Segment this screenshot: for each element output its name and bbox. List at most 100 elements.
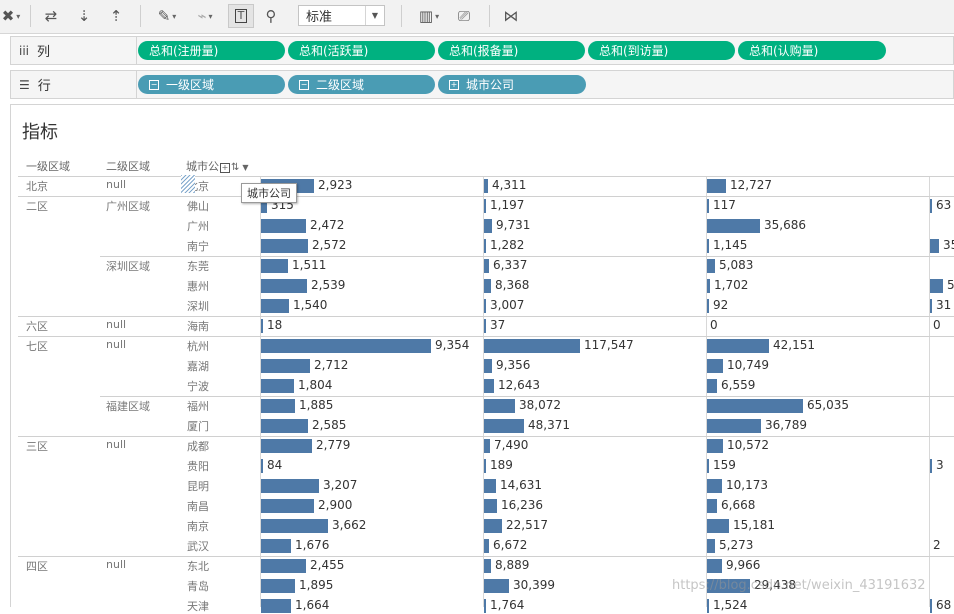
bar-mark[interactable]: [261, 319, 263, 333]
bar-mark[interactable]: [484, 599, 486, 613]
bar-mark[interactable]: [261, 259, 288, 273]
row-header-city[interactable]: 天津: [187, 600, 209, 613]
row-header-city[interactable]: 青岛: [187, 580, 209, 593]
bar-mark[interactable]: [707, 179, 726, 193]
share-icon[interactable]: ⋈: [503, 7, 519, 25]
bar-mark[interactable]: [484, 539, 489, 553]
bar-mark[interactable]: [261, 599, 291, 613]
bar-mark[interactable]: [484, 199, 486, 213]
bar-mark[interactable]: [707, 339, 769, 353]
bar-mark[interactable]: [707, 239, 709, 253]
row-header-level2[interactable]: 深圳区域: [106, 260, 150, 273]
bar-mark[interactable]: [930, 279, 943, 293]
row-pill[interactable]: + 城市公司: [438, 75, 586, 94]
row-header-city[interactable]: 深圳: [187, 300, 209, 313]
bar-mark[interactable]: [484, 299, 486, 313]
bar-mark[interactable]: [707, 499, 717, 513]
bar-mark[interactable]: [261, 459, 263, 473]
bar-mark[interactable]: [484, 439, 490, 453]
bar-mark[interactable]: [707, 219, 760, 233]
row-header-city[interactable]: 南昌: [187, 500, 209, 513]
bar-mark[interactable]: [261, 559, 306, 573]
row-header-level2[interactable]: null: [106, 178, 127, 191]
collapse-icon[interactable]: −: [149, 79, 159, 90]
bar-mark[interactable]: [707, 599, 709, 613]
bar-mark[interactable]: [707, 399, 803, 413]
column-pill[interactable]: 总和(注册量): [138, 41, 285, 60]
sort-ascending-icon[interactable]: ⇣: [77, 7, 91, 25]
bar-mark[interactable]: [707, 559, 722, 573]
bar-mark[interactable]: [930, 599, 932, 613]
bar-mark[interactable]: [484, 339, 580, 353]
header-city[interactable]: 城市公 + ⇅ ▼: [186, 158, 249, 174]
bar-mark[interactable]: [484, 459, 486, 473]
bar-mark[interactable]: [707, 359, 723, 373]
bar-mark[interactable]: [484, 399, 515, 413]
bar-mark[interactable]: [484, 359, 492, 373]
bar-mark[interactable]: [707, 519, 729, 533]
bar-mark[interactable]: [707, 439, 723, 453]
row-header-city[interactable]: 成都: [187, 440, 209, 453]
row-header-city[interactable]: 武汉: [187, 540, 209, 553]
row-header-level1[interactable]: 七区: [26, 340, 48, 353]
row-header-city[interactable]: 广州: [187, 220, 209, 233]
fit-select[interactable]: 标准 ▼: [298, 5, 385, 26]
sort-icon[interactable]: ⇅: [231, 162, 240, 173]
bar-mark[interactable]: [261, 239, 308, 253]
bar-mark[interactable]: [261, 439, 312, 453]
row-header-level2[interactable]: null: [106, 558, 127, 571]
row-header-level1[interactable]: 北京: [26, 180, 48, 193]
header-level1[interactable]: 一级区域: [26, 160, 70, 173]
bar-mark[interactable]: [261, 379, 294, 393]
row-pill[interactable]: − 一级区域: [138, 75, 285, 94]
columns-shelf[interactable]: iii 列 总和(注册量) 总和(活跃量) 总和(报备量) 总和(到访量) 总和…: [10, 36, 954, 65]
bar-mark[interactable]: [930, 299, 932, 313]
pin-icon[interactable]: ⚲: [265, 7, 277, 25]
bar-mark[interactable]: [484, 279, 491, 293]
row-header-city[interactable]: 宁波: [187, 380, 209, 393]
row-header-city[interactable]: 海南: [187, 320, 209, 333]
row-header-city[interactable]: 惠州: [187, 280, 209, 293]
close-icon[interactable]: ✖ ▾: [1, 7, 21, 25]
bar-mark[interactable]: [707, 199, 709, 213]
bar-mark[interactable]: [930, 239, 939, 253]
row-header-level1[interactable]: 二区: [26, 200, 48, 213]
bar-mark[interactable]: [261, 519, 328, 533]
bar-mark[interactable]: [707, 279, 710, 293]
bar-mark[interactable]: [707, 579, 750, 593]
expand-icon[interactable]: +: [220, 163, 230, 173]
bar-mark[interactable]: [707, 459, 709, 473]
row-header-level1[interactable]: 六区: [26, 320, 48, 333]
bar-mark[interactable]: [484, 259, 489, 273]
bar-mark[interactable]: [261, 399, 295, 413]
bar-mark[interactable]: [261, 359, 310, 373]
chart-type-icon[interactable]: ▥ ▾: [418, 7, 440, 25]
bar-mark[interactable]: [707, 259, 715, 273]
bar-mark[interactable]: [261, 299, 289, 313]
bar-mark[interactable]: [484, 219, 492, 233]
row-header-city[interactable]: 昆明: [187, 480, 209, 493]
bar-mark[interactable]: [707, 379, 717, 393]
bar-mark[interactable]: [484, 319, 486, 333]
row-header-city[interactable]: 贵阳: [187, 460, 209, 473]
bar-mark[interactable]: [484, 179, 488, 193]
row-header-city[interactable]: 福州: [187, 400, 209, 413]
row-header-level1[interactable]: 三区: [26, 440, 48, 453]
row-header-city[interactable]: 东莞: [187, 260, 209, 273]
row-header-city[interactable]: 杭州: [187, 340, 209, 353]
bar-mark[interactable]: [930, 459, 932, 473]
sort-descending-icon[interactable]: ⇡: [109, 7, 123, 25]
bar-mark[interactable]: [484, 559, 491, 573]
highlight-icon[interactable]: ✎ ▾: [157, 7, 177, 25]
bar-mark[interactable]: [484, 519, 502, 533]
collapse-icon[interactable]: −: [299, 79, 309, 90]
column-pill[interactable]: 总和(报备量): [438, 41, 585, 60]
rows-shelf[interactable]: ☰ 行 − 一级区域 − 二级区域 + 城市公司: [10, 70, 954, 99]
bar-mark[interactable]: [930, 199, 932, 213]
row-header-city[interactable]: 佛山: [187, 200, 209, 213]
row-header-level1[interactable]: 四区: [26, 560, 48, 573]
chevron-down-icon[interactable]: ▼: [242, 163, 249, 172]
row-header-level2[interactable]: null: [106, 318, 127, 331]
bar-mark[interactable]: [484, 419, 524, 433]
bar-mark[interactable]: [261, 419, 308, 433]
